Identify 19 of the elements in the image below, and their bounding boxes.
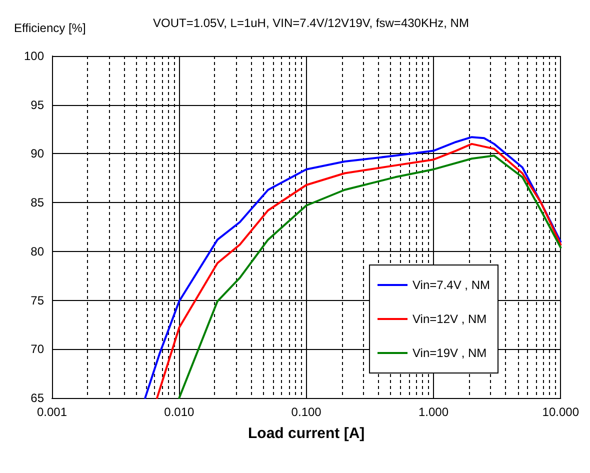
legend-label: Vin=12V , NM <box>412 312 487 326</box>
y-tick-label: 75 <box>30 293 44 308</box>
x-tick-label: 0.010 <box>164 405 194 419</box>
chart-title: VOUT=1.05V, L=1uH, VIN=7.4V/12V19V, fsw=430KHz, NM <box>153 16 469 30</box>
x-tick-label: 0.001 <box>36 405 68 419</box>
y-tick-label: 85 <box>30 196 44 210</box>
x-tick-label: 1.000 <box>418 405 449 419</box>
legend-label: Vin=7.4V , NM <box>412 278 490 292</box>
y-tick-label: 80 <box>30 244 44 258</box>
y-tick-label: 90 <box>30 146 44 161</box>
y-tick-label: 70 <box>30 342 44 356</box>
y-axis-title: Efficiency [%] <box>14 21 86 35</box>
x-tick-label: 0.100 <box>291 405 322 419</box>
x-tick-label: 10.000 <box>542 405 580 419</box>
legend-label: Vin=19V , NM <box>412 346 487 360</box>
x-axis-title: Load current [A] <box>248 425 365 442</box>
y-tick-label: 100 <box>24 49 44 63</box>
y-tick-label: 65 <box>30 391 44 405</box>
y-tick-label: 95 <box>30 98 44 112</box>
